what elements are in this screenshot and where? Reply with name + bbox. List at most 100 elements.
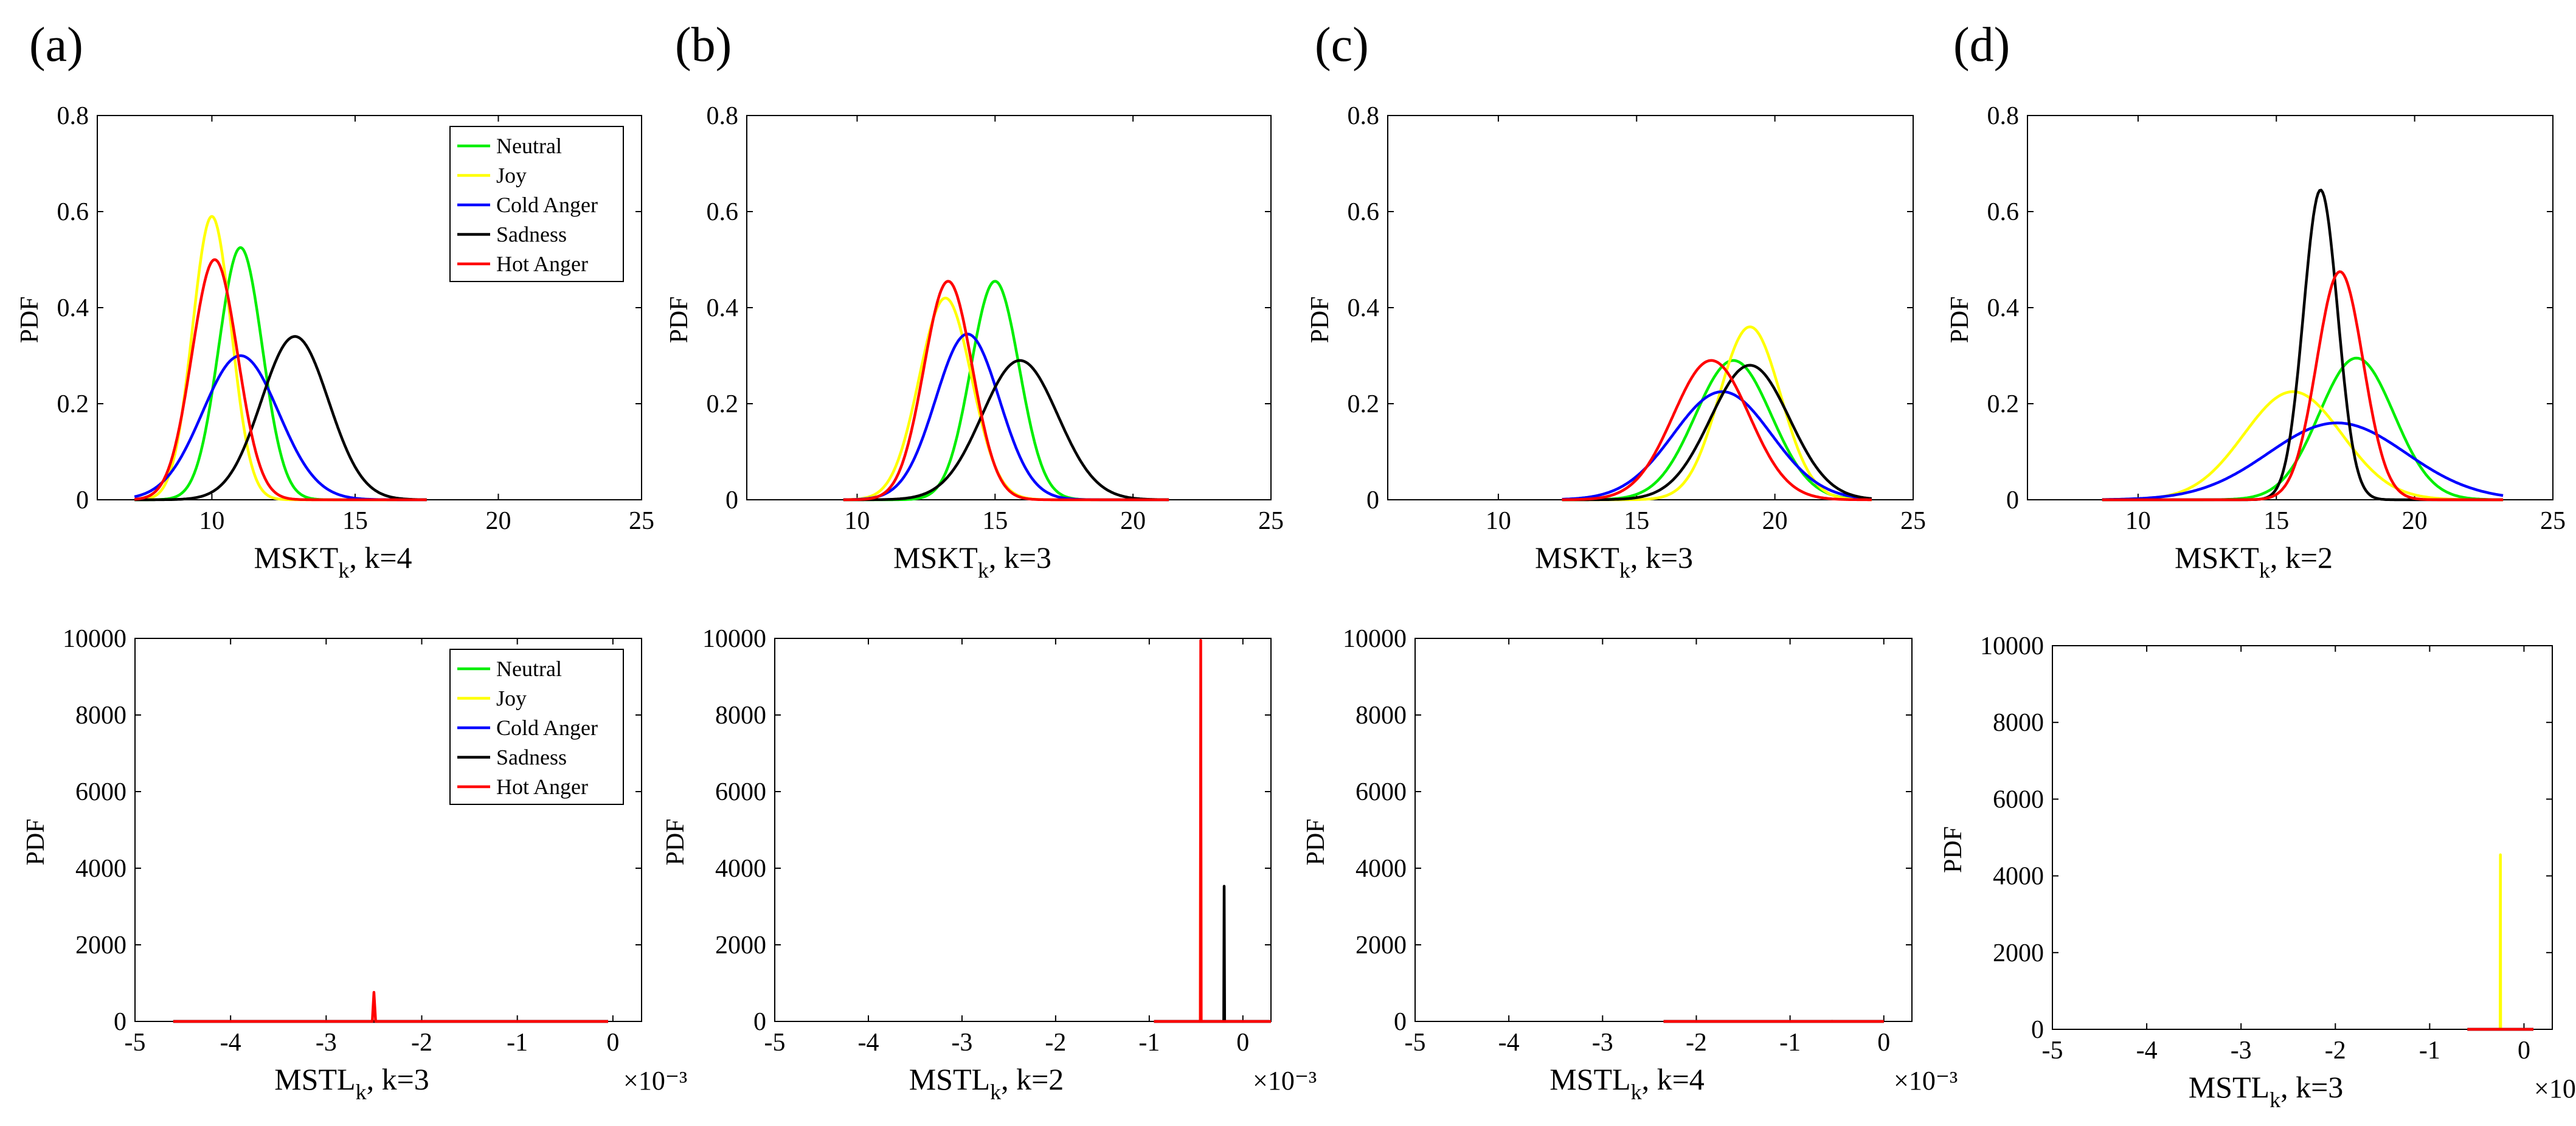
legend-entry: Hot Anger [496,252,588,276]
subplot-b-top: 10 15 20 25 0 0.2 0.4 0.6 0.8 PDF MSKTk, k=3 [665,102,1284,582]
y-tick-label: 0.8 [1348,102,1380,130]
subplot-a-top: 10 15 20 25 0 0.2 0.4 0.6 0.8 PDF MSKTk, k=4 Neutra… [16,102,654,582]
subplot-a-bottom: -5 -4 -3 -2 -1 0 0 2000 4000 6000 8000 10000 PDF MSTL… [22,625,687,1104]
legend-entry: Joy [496,164,527,188]
x-axis-label: MSKTk, k=3 [893,541,1051,582]
series-line-hot-anger [134,258,428,502]
axes-frame [2052,645,2553,1030]
panel-letter-d: (d) [1953,18,2010,72]
subplot-c-bottom: -5 -4 -3 -2 -1 0 0 2000 4000 6000 8000 10000 PDF MSTL… [1302,625,1958,1104]
y-tick-label: 2000 [75,931,126,959]
legend-entry: Hot Anger [496,775,588,799]
y-tick-label: 4000 [1356,855,1407,883]
series-line-hot-anger [2102,270,2504,502]
series-line-cold-anger [1562,390,1872,501]
x-tick-label: -1 [1779,1029,1801,1057]
axes-frame [1414,638,1913,1022]
x-tick-label: -3 [1592,1029,1613,1057]
x-tick-label: 10 [199,507,224,535]
series-line-hot-anger [173,990,608,1023]
legend-entry: Cold Anger [496,716,598,740]
y-axis-label: PDF [1946,296,1974,343]
y-tick-label: 4000 [75,855,126,883]
x-tick-label: -2 [2325,1037,2346,1065]
x-tick-label: 25 [629,507,654,535]
x-axis-label: MSKTk, k=3 [1535,541,1693,582]
axes-frame [746,115,1272,500]
series-line-sadness [2102,188,2504,502]
y-tick-label: 0 [1394,1008,1407,1036]
legend-entry: Neutral [496,657,562,681]
y-tick-label: 2000 [715,931,766,959]
x-tick-label: -1 [2419,1037,2440,1065]
legend-entry: Cold Anger [496,193,598,217]
x-tick-label: 15 [982,507,1008,535]
y-tick-label: 6000 [1356,778,1407,806]
x-tick-label: 15 [1624,507,1649,535]
series-line-joy [1153,733,1272,1023]
x-tick-label: 25 [2540,507,2566,535]
y-tick-label: 2000 [1356,931,1407,959]
x-axis-label: MSKTk, k=2 [2175,541,2333,582]
x-tick-label: -5 [125,1029,146,1057]
x-exponent-label: ×10⁻³ [2534,1074,2576,1104]
y-tick-label: 10000 [1980,632,2044,660]
series-line-hot-anger [1153,638,1272,1023]
y-tick-label: 0.4 [1987,294,2020,322]
legend: Neutral Joy Cold Anger Sadness Hot Anger [449,649,624,805]
x-tick-label: 10 [1486,507,1511,535]
y-tick-label: 4000 [715,855,766,883]
series-line-sadness [1153,885,1272,1023]
y-tick-label: 0.4 [707,294,739,322]
y-tick-label: 6000 [715,778,766,806]
subplot-b-bottom: -5 -4 -3 -2 -1 0 0 2000 4000 6000 8000 10000 PDF MSTL… [662,625,1317,1104]
x-tick-label: 25 [1900,507,1926,535]
x-tick-label: -1 [507,1029,528,1057]
series-line-sadness [134,335,428,502]
x-tick-label: -4 [220,1029,241,1057]
x-tick-label: 0 [606,1029,619,1057]
x-tick-label: -5 [764,1029,786,1057]
x-tick-label: -4 [1498,1029,1520,1057]
x-tick-label: 15 [2263,507,2289,535]
y-tick-label: 10000 [63,625,126,653]
x-exponent-label: ×10⁻³ [1894,1066,1958,1096]
legend-entry: Sadness [496,745,567,770]
x-tick-label: -1 [1138,1029,1160,1057]
y-axis-label: PDF [1302,818,1330,865]
y-tick-label: 0.6 [707,198,739,226]
y-tick-label: 10000 [1343,625,1407,653]
subplot-d-top: 10 15 20 25 0 0.2 0.4 0.6 0.8 PDF MSKTk, k=2 [1946,102,2566,582]
x-tick-label: -5 [2042,1037,2063,1065]
subplot-c-top: 10 15 20 25 0 0.2 0.4 0.6 0.8 PDF MSKTk, k=3 [1306,102,1926,582]
x-tick-label: 0 [1877,1029,1890,1057]
y-tick-label: 0 [725,486,738,514]
x-exponent-label: ×10⁻³ [1253,1066,1317,1096]
panel-letter-c: (c) [1315,18,1369,72]
y-tick-label: 0 [1366,486,1379,514]
series-line-sadness [843,359,1169,502]
y-tick-label: 0.6 [57,198,89,226]
x-tick-label: -2 [411,1029,432,1057]
x-tick-label: 10 [844,507,870,535]
x-tick-label: 10 [2125,507,2151,535]
y-tick-label: 2000 [1993,939,2044,967]
y-tick-label: 8000 [1993,709,2044,737]
series-line-joy [2466,853,2535,1031]
x-tick-label: -4 [857,1029,879,1057]
x-axis-label: MSKTk, k=4 [254,541,412,582]
series-line-joy [843,297,1169,502]
x-tick-label: -4 [2136,1037,2158,1065]
series-line-joy [1562,325,1872,502]
x-tick-label: 20 [2402,507,2428,535]
x-tick-label: 25 [1258,507,1284,535]
y-tick-label: 0.8 [707,102,739,130]
x-axis-label: MSTLk, k=3 [274,1062,429,1104]
y-tick-label: 8000 [1356,702,1407,730]
y-tick-label: 0.2 [1987,390,2020,418]
x-tick-label: 20 [485,507,511,535]
y-axis-label: PDF [22,818,50,865]
axes-frame [774,638,1272,1022]
y-axis-label: PDF [662,818,690,865]
